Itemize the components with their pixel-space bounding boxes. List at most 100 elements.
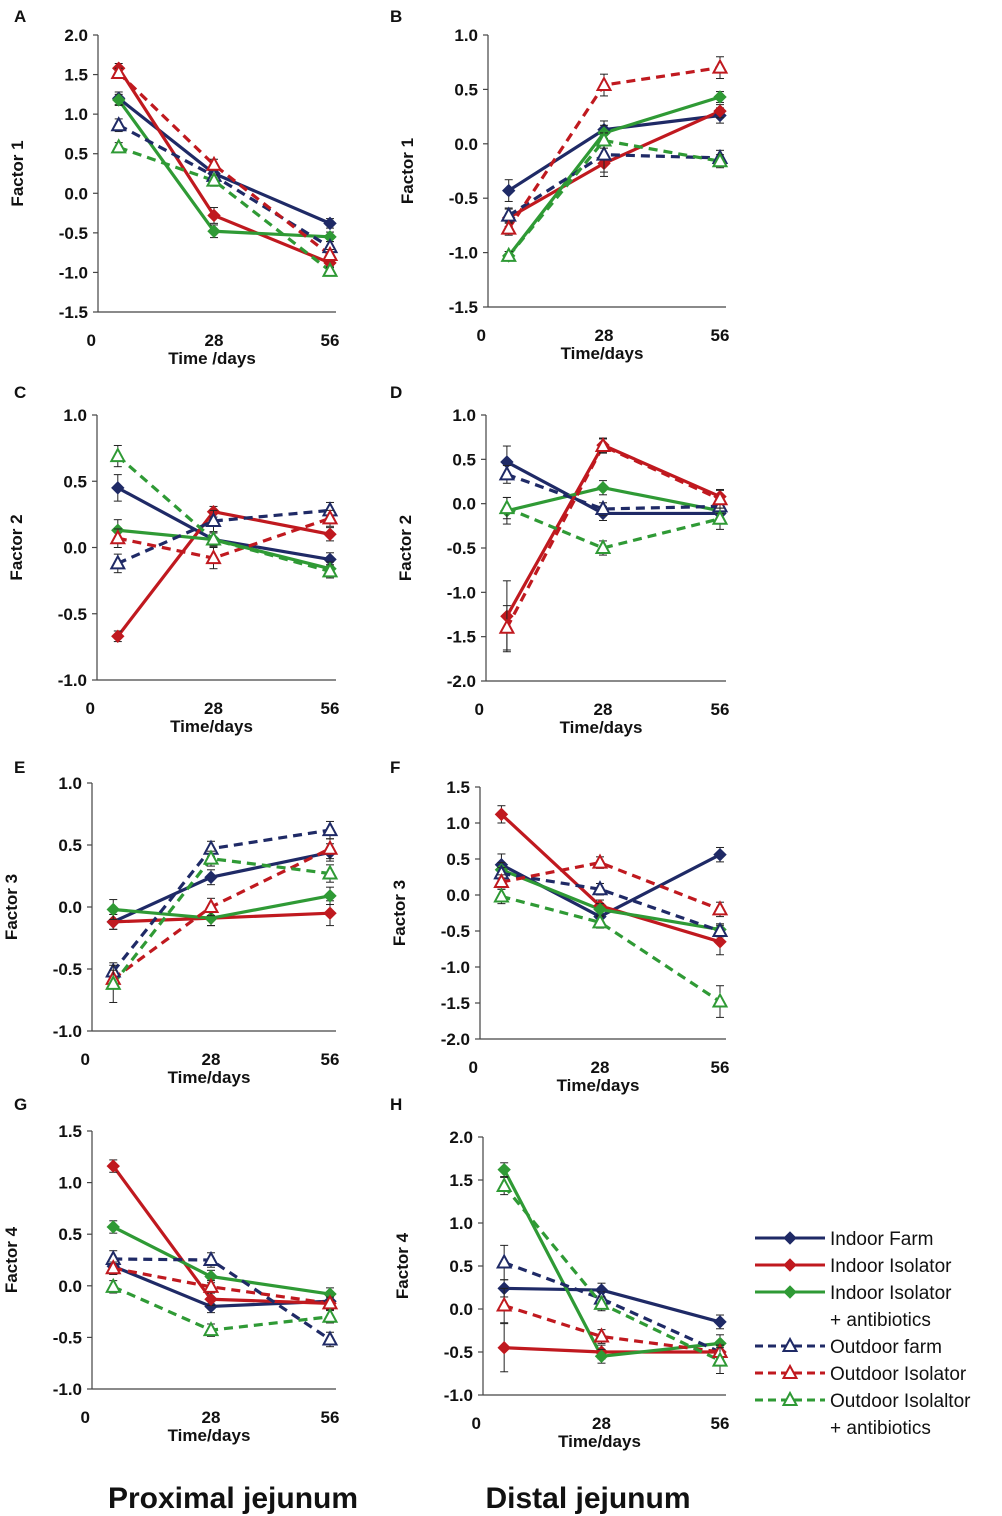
panel-f: F 1.5 1.0 0.5 0.0 -0.5 -1.0 -1.5 -2.0 0 28 56 Time/d…: [390, 758, 729, 1095]
y-tick-label: -1.0: [58, 671, 87, 690]
data-point-outdoor_iso_abx: [205, 171, 223, 187]
y-tick-label: -1.0: [444, 1386, 473, 1405]
data-point-indoor_iso_abx: [713, 90, 727, 104]
y-tick-label: 0.0: [64, 184, 88, 203]
x-tick-label: 56: [321, 699, 340, 718]
x-tick-label: 56: [711, 700, 730, 719]
series-line-outdoor_iso: [505, 444, 721, 629]
series-line-indoor_iso_abx: [502, 1168, 721, 1358]
data-point-outdoor_iso: [500, 219, 517, 235]
x-tick-label: 28: [202, 1408, 221, 1427]
series-line-outdoor_iso_abx: [112, 1285, 331, 1332]
y-tick-label: -0.5: [58, 605, 87, 624]
legend-swatch-marker: [783, 1258, 797, 1272]
data-point-outdoor_iso_abx: [711, 509, 729, 525]
y-tick-label: 0.0: [449, 1300, 473, 1319]
x-tick-label: 56: [321, 1050, 340, 1069]
x-tick-label: 56: [711, 1414, 730, 1433]
data-point-outdoor_farm: [321, 821, 339, 837]
series-line-outdoor_iso: [501, 860, 721, 911]
data-point-outdoor_iso: [498, 618, 516, 634]
series-line-outdoor_iso: [117, 71, 331, 257]
data-point-outdoor_iso_abx: [202, 849, 220, 865]
y-tick-label: -0.5: [441, 922, 470, 941]
legend-label: Outdoor Isolaltor: [830, 1391, 971, 1412]
data-point-outdoor_iso_abx: [500, 246, 517, 262]
data-point-outdoor_iso_abx: [321, 864, 339, 880]
data-point-outdoor_iso_abx: [498, 499, 516, 515]
x-tick-label: 28: [595, 326, 614, 345]
data-point-outdoor_farm: [321, 1330, 339, 1346]
y-axis-label: Factor 2: [7, 514, 26, 580]
data-point-outdoor_iso_abx: [594, 538, 612, 554]
data-point-indoor_iso_abx: [207, 224, 221, 238]
y-tick-label: -1.0: [53, 1380, 82, 1399]
series-lines: [502, 1168, 721, 1363]
x-tick-label: 28: [594, 700, 613, 719]
y-tick-label: 0.5: [452, 450, 476, 469]
y-tick-label: -1.0: [441, 958, 470, 977]
y-tick-label: 1.0: [452, 406, 476, 425]
data-point-outdoor_iso: [711, 490, 729, 506]
data-point-indoor_farm: [204, 870, 218, 884]
x-tick-label: 28: [204, 699, 223, 718]
data-point-outdoor_iso_abx: [595, 131, 613, 147]
data-point-outdoor_iso: [711, 900, 729, 916]
series-line-outdoor_farm: [501, 871, 721, 933]
y-tick-label: 1.0: [446, 814, 470, 833]
data-point-indoor_farm: [323, 216, 337, 231]
data-point-indoor_iso_abx: [594, 1349, 609, 1364]
y-tick-label: 0.0: [454, 135, 478, 154]
data-point-outdoor_iso: [109, 529, 126, 545]
series-lines: [500, 813, 721, 1003]
data-point-indoor_farm: [713, 847, 727, 862]
data-point-outdoor_farm: [495, 1253, 513, 1269]
panel-b: B 1.0 0.5 0.0 -0.5 -1.0 -1.5 0 28 56 Time/days Fact…: [390, 7, 729, 363]
series-lines: [116, 454, 331, 638]
data-point-indoor_farm: [204, 1299, 218, 1314]
data-point-outdoor_iso_abx: [593, 1294, 610, 1310]
data-point-outdoor_iso: [321, 509, 339, 525]
x-axis-label: Time/days: [558, 1432, 641, 1451]
y-tick-label: -0.5: [447, 539, 476, 558]
x-tick-label: 28: [202, 1050, 221, 1069]
data-point-outdoor_farm: [202, 1250, 220, 1266]
x-tick-label: 0: [472, 1414, 481, 1433]
series-line-outdoor_farm: [117, 508, 331, 565]
x-tick-label: 0: [477, 326, 486, 345]
y-tick-label: -1.0: [449, 244, 478, 263]
y-tick-label: 1.0: [58, 1174, 82, 1193]
data-point-outdoor_farm: [594, 499, 612, 515]
series-line-outdoor_iso_abx: [507, 138, 721, 257]
y-axis-label: Factor 1: [8, 140, 27, 206]
x-axis-label: Time/days: [170, 717, 253, 736]
series-markers: [105, 1159, 339, 1348]
series-line-outdoor_farm: [503, 1261, 721, 1354]
x-axis-label: Time/days: [560, 718, 643, 737]
panel-letter: B: [390, 7, 402, 26]
y-tick-label: 0.0: [63, 539, 87, 558]
legend-item-indoor_iso_abx: Indoor Isolator + antibiotics: [755, 1283, 952, 1331]
legend-swatch-marker: [783, 1285, 797, 1299]
data-point-indoor_iso: [204, 1292, 218, 1306]
legend-label: Indoor Farm: [830, 1229, 933, 1250]
legend-item-outdoor_farm: Outdoor farm: [755, 1336, 942, 1358]
x-tick-label: 56: [711, 1058, 730, 1077]
x-tick-label: 0: [81, 1408, 90, 1427]
data-point-outdoor_farm: [205, 511, 222, 527]
y-tick-label: -1.5: [449, 298, 478, 317]
x-tick-label: 56: [321, 1408, 340, 1427]
series-line-outdoor_farm: [117, 123, 331, 249]
y-tick-label: 0.5: [449, 1257, 473, 1276]
data-point-indoor_iso: [497, 1340, 511, 1355]
y-tick-label: 2.0: [449, 1128, 473, 1147]
data-point-outdoor_iso_abx: [105, 974, 122, 990]
y-tick-label: 1.5: [449, 1171, 473, 1190]
data-point-outdoor_iso: [495, 1296, 513, 1312]
panel-letter: A: [14, 7, 26, 26]
panel-e: E 1.0 0.5 0.0 -0.5 -1.0 0 28 56 Time/days Factor 3: [2, 758, 339, 1087]
x-tick-label: 0: [475, 700, 484, 719]
x-tick-label: 0: [81, 1050, 90, 1069]
data-point-outdoor_iso: [105, 1259, 122, 1275]
legend-item-indoor_iso: Indoor Isolator: [755, 1256, 952, 1277]
